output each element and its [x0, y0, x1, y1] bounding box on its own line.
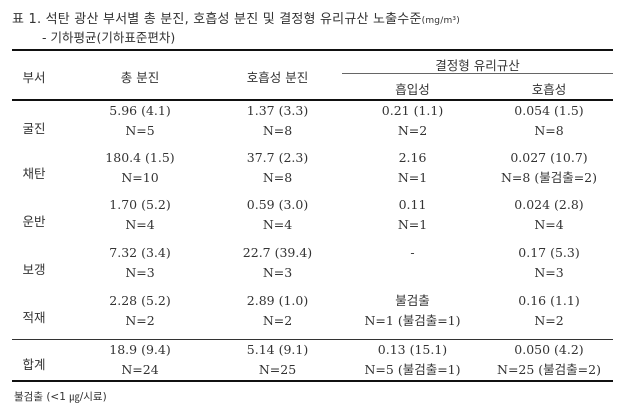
table-cell: 0.027 (10.7) N=8 (불검출=2): [500, 150, 598, 185]
header-total-dust: 총 분진: [120, 70, 160, 85]
table-cell: 2.89 (1.0) N=2: [246, 293, 309, 328]
total-cell: 0.13 (15.1) N=5 (불검출=1): [364, 342, 461, 377]
row-label: 보갱: [22, 262, 46, 277]
table-cell: 0.17 (5.3) N=3: [518, 245, 580, 280]
table-cell: 180.4 (1.5) N=10: [105, 150, 175, 185]
row-label: 운반: [22, 214, 46, 229]
table-number: 표 1.: [12, 12, 42, 27]
header-crystalline-silica: 결정형 유리규산: [435, 58, 520, 73]
table-cell: 7.32 (3.4) N=3: [109, 245, 171, 280]
table-cell: 2.16 N=1: [397, 150, 428, 185]
table-cell: -: [410, 245, 415, 260]
table-cell: 0.11 N=1: [397, 197, 428, 232]
table-title-unit: (mg/m³): [421, 16, 460, 26]
total-cell: 5.14 (9.1) N=25: [246, 342, 309, 377]
table-cell: 0.024 (2.8) N=4: [514, 197, 584, 232]
row-label: 굴진: [22, 121, 46, 136]
table-cell: 1.37 (3.3) N=8: [246, 103, 309, 138]
table-cell: 22.7 (39.4) N=3: [242, 245, 313, 280]
header-respirable-dust: 호흡성 분진: [246, 70, 309, 85]
table-cell: 2.28 (5.2) N=2: [109, 293, 171, 328]
table-cell: 1.70 (5.2) N=4: [109, 197, 171, 232]
footnote: 불검출 (<1 ㎍/시료): [14, 391, 107, 403]
table-cell: 0.21 (1.1) N=2: [381, 103, 444, 138]
table-bottom-rule: [12, 380, 613, 382]
table-cell: 5.96 (4.1) N=5: [109, 103, 171, 138]
header-inhalable: 흡입성: [395, 82, 430, 97]
table-cell: 0.59 (3.0) N=4: [246, 197, 309, 232]
table-subtitle: - 기하평균(기하표준편차): [42, 30, 176, 45]
total-row-rule: [12, 339, 613, 340]
table-cell: 불검출 N=1 (불검출=1): [364, 293, 461, 328]
table-title-text: 석탄 광산 부서별 총 분진, 호흡성 분진 및 결정형 유리규산 노출수준: [45, 12, 422, 27]
row-label: 채탄: [22, 166, 46, 181]
header-department: 부서: [22, 70, 46, 85]
row-label: 적재: [22, 310, 46, 325]
header-bottom-rule: [12, 99, 613, 101]
total-row-label: 합계: [22, 357, 46, 372]
table-top-rule: [12, 49, 613, 51]
table-title: 표 1. 석탄 광산 부서별 총 분진, 호흡성 분진 및 결정형 유리규산 노…: [12, 8, 460, 27]
total-cell: 0.050 (4.2) N=25 (불검출=2): [497, 342, 601, 377]
table-cell: 0.16 (1.1) N=2: [518, 293, 580, 328]
total-cell: 18.9 (9.4) N=24: [109, 342, 171, 377]
table-cell: 0.054 (1.5) N=8: [514, 103, 584, 138]
silica-subheader-rule: [342, 73, 613, 74]
header-respirable: 호흡성: [531, 82, 567, 97]
table-cell: 37.7 (2.3) N=8: [246, 150, 309, 185]
